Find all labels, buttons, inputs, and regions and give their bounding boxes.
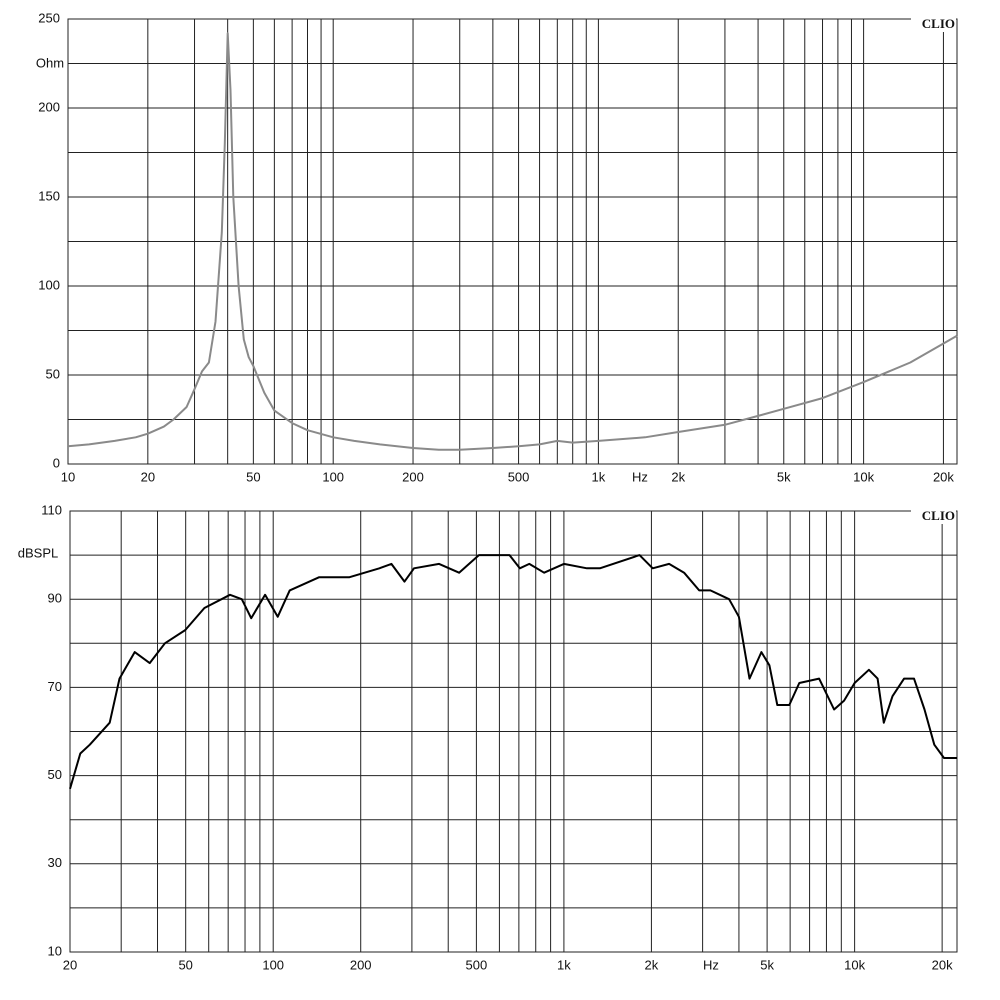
y-tick-label: 150 <box>38 188 60 203</box>
y-tick-label: 50 <box>46 366 60 381</box>
x-tick-label: 200 <box>350 957 372 972</box>
x-tick-label: 20k <box>932 957 953 972</box>
y-tick-label: 250 <box>38 10 60 25</box>
x-tick-label: 500 <box>466 957 488 972</box>
y-tick-label: 10 <box>48 943 62 958</box>
x-tick-label: 1k <box>592 469 606 484</box>
plot-frame <box>67 18 958 465</box>
x-tick-label: 5k <box>760 957 774 972</box>
y-tick-label: 90 <box>48 591 62 606</box>
y-tick-label: 0 <box>53 455 60 470</box>
x-tick-label: 20 <box>63 957 77 972</box>
x-tick-label: 10k <box>853 469 874 484</box>
y-tick-label: 100 <box>38 277 60 292</box>
y-axis-label: Ohm <box>36 55 64 70</box>
x-tick-label: 50 <box>246 469 260 484</box>
x-tick-label: 20k <box>933 469 954 484</box>
y-tick-label: 30 <box>48 855 62 870</box>
y-tick-label: 70 <box>48 679 62 694</box>
x-tick-label: 10k <box>844 957 865 972</box>
x-tick-label: 50 <box>178 957 192 972</box>
y-axis-label: dBSPL <box>18 545 58 560</box>
x-tick-label: 500 <box>508 469 530 484</box>
y-tick-label: 200 <box>38 99 60 114</box>
plot-frame <box>69 510 958 953</box>
watermark-bg <box>911 18 956 32</box>
watermark: CLIO <box>922 508 955 523</box>
y-tick-label: 50 <box>48 767 62 782</box>
x-tick-label: 5k <box>777 469 791 484</box>
x-tick-label: 100 <box>262 957 284 972</box>
x-unit-label: Hz <box>703 957 719 972</box>
x-tick-label: 2k <box>671 469 685 484</box>
data-line <box>67 32 958 451</box>
x-unit-label: Hz <box>632 469 648 484</box>
x-tick-label: 1k <box>557 957 571 972</box>
x-tick-label: 200 <box>402 469 424 484</box>
x-tick-label: 10 <box>61 469 75 484</box>
y-tick-label: 110 <box>41 502 62 517</box>
watermark: CLIO <box>922 16 955 31</box>
watermark-bg <box>911 510 956 524</box>
x-tick-label: 100 <box>322 469 344 484</box>
data-line <box>69 554 957 790</box>
x-tick-label: 20 <box>141 469 155 484</box>
x-tick-label: 2k <box>645 957 659 972</box>
